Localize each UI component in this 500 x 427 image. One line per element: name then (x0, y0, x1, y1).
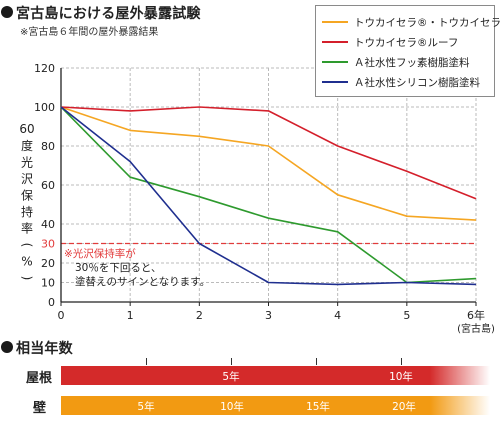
y-tick-labels: 0 10 20 30 40 60 80 100 120 (34, 62, 55, 309)
series-line-1 (60, 106, 477, 221)
chart-title: 宮古島における屋外暴露試験 (16, 6, 201, 22)
bar-tick-label: 15年 (306, 401, 330, 413)
y-axis-label-char: % (21, 255, 32, 269)
y-axis-label-char: ( (20, 243, 34, 248)
bar-tick-label: 20年 (392, 401, 416, 413)
annotation-line: ※光沢保持率が (64, 247, 136, 260)
x-tick-label: 1 (127, 309, 134, 322)
y-tick-label: 30 (41, 238, 55, 251)
legend-label: トウカイセラ®ルーフ (354, 36, 459, 49)
y-axis-label-char: 沢 (21, 172, 33, 186)
x-tick-labels: 0 1 2 3 4 5 6年(宮古島) (58, 308, 495, 335)
header-bullet-icon (1, 6, 13, 18)
legend-label: Ａ社水性シリコン樹脂塗料 (354, 76, 480, 89)
bar-row-label: 屋根 (26, 371, 53, 386)
bar-tick-label: 10年 (389, 371, 413, 383)
y-axis-label-char: 持 (21, 204, 33, 219)
chart-legend: トウカイセラ®・トウカイセラ®Ⅱ トウカイセラ®ルーフ Ａ社水性フッ素樹脂塗料 Ａ社水… (315, 5, 500, 97)
equivalent-bar-2 (61, 396, 490, 415)
legend-item-1: トウカイセラ®・トウカイセラ®Ⅱ (322, 12, 500, 32)
series-line-4 (60, 106, 477, 286)
y-axis-label-char: 率 (21, 221, 33, 236)
x-tick-label-extra: (宮古島) (457, 322, 495, 335)
legend-swatch (322, 81, 348, 83)
x-tick-label: 2 (196, 309, 203, 322)
annotation-line: 30％を下回ると、 (75, 262, 161, 274)
y-tick-label: 60 (41, 179, 55, 192)
y-axis-label-char: ) (20, 276, 34, 281)
equivalent-bar-1 (61, 366, 490, 385)
y-tick-label: 100 (34, 101, 55, 114)
y-tick-label: 0 (48, 296, 55, 309)
x-tick-label: 4 (334, 309, 341, 322)
annotation-line: 塗替えのサインとなります。 (75, 275, 210, 288)
y-axis-label-char: 保 (21, 189, 33, 203)
bar-tick-mark (146, 358, 147, 365)
gloss-retention-chart: 0 10 20 30 40 60 80 100 120 0 1 2 3 4 5 6年(宮古島) 60 度光沢保… (19, 62, 495, 335)
bar-tick-label: 5年 (137, 401, 155, 413)
y-tick-label: 20 (41, 257, 55, 270)
bar-tick-mark (401, 358, 402, 365)
x-tick-label: 3 (265, 309, 272, 322)
legend-item-2: トウカイセラ®ルーフ (322, 32, 488, 52)
y-axis-label-head: 60 (19, 122, 34, 136)
series-lines (60, 106, 477, 286)
legend-label: Ａ社水性フッ素樹脂塗料 (354, 56, 470, 69)
y-tick-label: 120 (34, 62, 55, 75)
bar-tick-label: 5年 (222, 371, 240, 383)
bar-tick-label: 10年 (220, 401, 244, 413)
y-tick-label: 10 (41, 277, 55, 290)
section-bullet-icon (1, 341, 13, 353)
y-axis-label-char: 光 (21, 156, 33, 170)
bar-row-label: 壁 (33, 401, 47, 416)
legend-swatch (322, 61, 348, 63)
legend-item-3: Ａ社水性フッ素樹脂塗料 (322, 52, 488, 72)
bar-tick-mark (231, 358, 232, 365)
series-line-2 (60, 106, 477, 200)
equivalent-years-title: 相当年数 (16, 341, 73, 357)
x-tick-label: 6年 (467, 308, 485, 322)
legend-swatch (322, 41, 348, 43)
bar-tick-mark (316, 358, 317, 365)
legend-swatch (322, 21, 348, 23)
y-tick-label: 80 (41, 140, 55, 153)
y-tick-label: 40 (41, 218, 55, 231)
chart-subtitle: ※宮古島６年間の屋外暴露結果 (20, 27, 159, 38)
threshold-annotation: ※光沢保持率が 30％を下回ると、塗替えのサインとなります。 (64, 247, 210, 288)
x-tick-label: 5 (403, 309, 410, 322)
legend-item-4: Ａ社水性シリコン樹脂塗料 (322, 72, 488, 92)
y-axis-label-char: 度 (21, 138, 33, 153)
legend-label: トウカイセラ®・トウカイセラ®Ⅱ (354, 16, 500, 29)
x-tick-label: 0 (58, 309, 65, 322)
